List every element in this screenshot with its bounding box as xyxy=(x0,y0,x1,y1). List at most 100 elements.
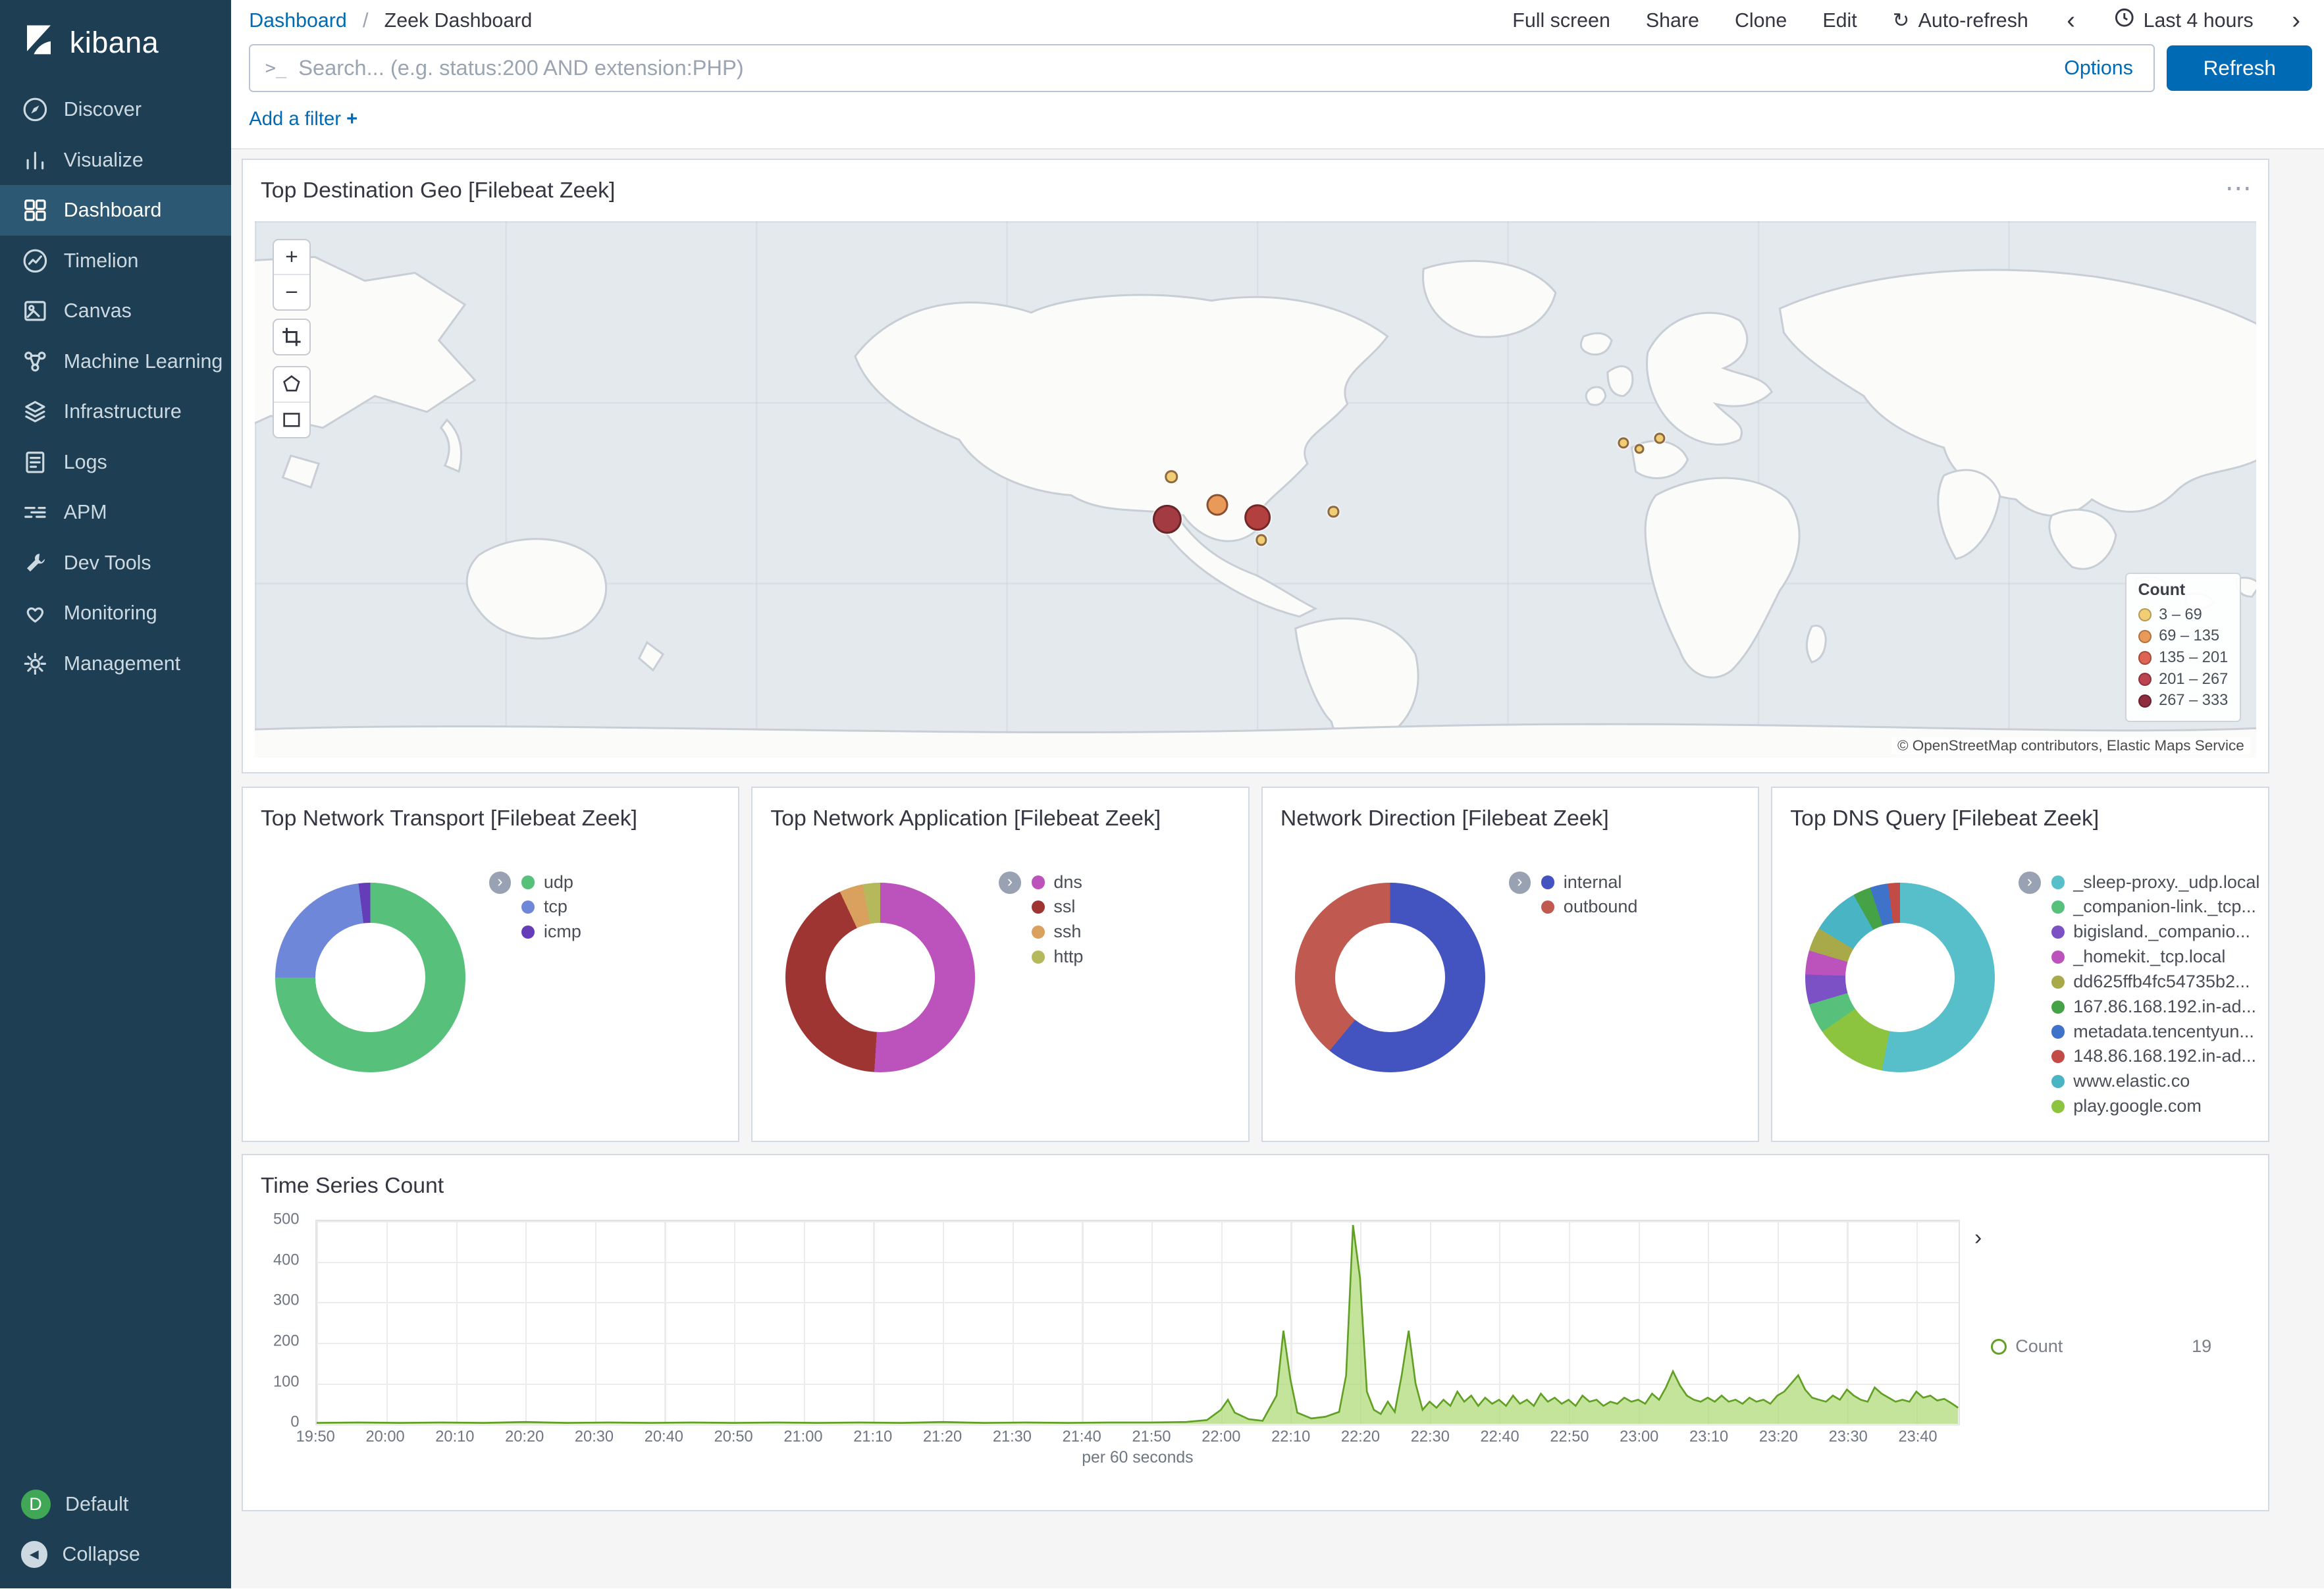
donut-hole xyxy=(315,922,425,1033)
legend-item[interactable]: icmp xyxy=(521,920,581,945)
y-tick-label: 300 xyxy=(273,1291,300,1309)
sidebar-item-apm[interactable]: APM xyxy=(0,488,231,538)
map-canvas[interactable]: + − Count 3 – 69 69 – 135 135 – 20 xyxy=(254,221,2256,758)
options-link[interactable]: Options xyxy=(2064,56,2133,79)
draw-rectangle-button[interactable] xyxy=(273,401,309,437)
map-marker[interactable] xyxy=(1255,534,1267,546)
map-marker[interactable] xyxy=(1618,437,1629,449)
map-marker[interactable] xyxy=(1152,504,1182,534)
legend-swatch xyxy=(1031,900,1045,914)
sidebar-item-label: Dashboard xyxy=(63,199,162,222)
x-tick-label: 23:10 xyxy=(1689,1428,1729,1446)
kibana-logo[interactable]: kibana xyxy=(0,0,231,84)
legend-item[interactable]: ssh xyxy=(1031,920,1084,945)
legend-item[interactable]: _homekit._tcp.local xyxy=(2051,945,2260,970)
legend-toggle-icon[interactable]: › xyxy=(999,871,1021,894)
breadcrumb: Dashboard / Zeek Dashboard xyxy=(249,9,532,32)
timeseries-plot[interactable] xyxy=(315,1219,1960,1426)
panel-options-icon[interactable]: ⋯ xyxy=(2225,172,2254,203)
x-tick-label: 22:30 xyxy=(1410,1428,1450,1446)
clock-icon xyxy=(2114,7,2135,34)
sidebar-item-monitoring[interactable]: Monitoring xyxy=(0,588,231,639)
sidebar-item-timelion[interactable]: Timelion xyxy=(0,236,231,286)
legend-item-count[interactable]: Count 19 xyxy=(1990,1226,2253,1467)
sidebar-item-discover[interactable]: Discover xyxy=(0,84,231,135)
collapse-icon: ◀ xyxy=(20,1541,48,1568)
legend-item[interactable]: _companion-link._tcp... xyxy=(2051,895,2260,920)
sidebar-item-machine-learning[interactable]: Machine Learning xyxy=(0,336,231,387)
x-tick-label: 23:40 xyxy=(1898,1428,1938,1446)
donut-chart[interactable] xyxy=(1805,882,1995,1072)
donut-chart[interactable] xyxy=(1295,882,1485,1072)
legend-item[interactable]: tcp xyxy=(521,895,581,920)
sidebar-item-management[interactable]: Management xyxy=(0,638,231,689)
edit-button[interactable]: Edit xyxy=(1822,9,1857,32)
auto-refresh-button[interactable]: ↻ Auto-refresh xyxy=(1892,9,2028,32)
clone-button[interactable]: Clone xyxy=(1734,9,1787,32)
time-back-button[interactable]: ‹ xyxy=(2067,5,2076,34)
sidebar-item-dev-tools[interactable]: Dev Tools xyxy=(0,538,231,588)
space-selector-default[interactable]: D Default xyxy=(0,1479,231,1530)
draw-controls xyxy=(272,366,311,438)
add-filter-link[interactable]: Add a filter + xyxy=(249,109,358,130)
x-tick-label: 19:50 xyxy=(296,1428,335,1446)
legend-swatch xyxy=(2138,694,2152,708)
y-tick-label: 0 xyxy=(290,1413,300,1431)
legend-item[interactable]: udp xyxy=(521,870,581,895)
donut-chart[interactable] xyxy=(785,882,976,1072)
legend-toggle-icon[interactable]: › xyxy=(489,871,512,894)
legend-collapse-icon[interactable]: › xyxy=(1974,1224,1982,1250)
fit-bounds-control xyxy=(272,319,311,355)
legend-item[interactable]: ssl xyxy=(1031,895,1084,920)
donut-chart[interactable] xyxy=(275,882,465,1072)
legend-item[interactable]: 148.86.168.192.in-ad... xyxy=(2051,1044,2260,1069)
x-tick-label: 20:10 xyxy=(435,1428,475,1446)
legend-item[interactable]: 167.86.168.192.in-ad... xyxy=(2051,995,2260,1020)
fit-data-bounds-button[interactable] xyxy=(274,320,309,354)
sidebar-collapse-button[interactable]: ◀ Collapse xyxy=(0,1529,231,1580)
panel-top-destination-geo: Top Destination Geo [Filebeat Zeek] ⋯ xyxy=(241,158,2269,773)
panel-title: Top Network Transport [Filebeat Zeek] xyxy=(260,806,638,831)
zoom-in-button[interactable]: + xyxy=(285,244,298,269)
map-marker[interactable] xyxy=(1165,470,1178,484)
legend-item[interactable]: metadata.tencentyun... xyxy=(2051,1020,2260,1045)
sidebar-item-canvas[interactable]: Canvas xyxy=(0,286,231,336)
top-header: Dashboard / Zeek Dashboard Full screen S… xyxy=(231,0,2324,150)
legend-item[interactable]: outbound xyxy=(1541,895,1637,920)
legend-swatch xyxy=(2138,629,2152,643)
zoom-out-button[interactable]: − xyxy=(273,274,309,309)
breadcrumb-dashboard-link[interactable]: Dashboard xyxy=(249,9,347,32)
map-marker[interactable] xyxy=(1206,494,1228,516)
legend-swatch xyxy=(2051,1025,2065,1039)
area-chart xyxy=(317,1224,1959,1424)
monitoring-icon xyxy=(21,599,49,627)
legend-swatch xyxy=(2051,925,2065,939)
refresh-button[interactable]: Refresh xyxy=(2167,45,2313,91)
map-marker[interactable] xyxy=(1634,444,1645,454)
sidebar-item-logs[interactable]: Logs xyxy=(0,437,231,488)
sidebar-item-dashboard[interactable]: Dashboard xyxy=(0,185,232,236)
legend-item[interactable]: internal xyxy=(1541,870,1637,895)
legend-item[interactable]: http xyxy=(1031,945,1083,970)
legend-toggle-icon[interactable]: › xyxy=(1508,871,1531,894)
map-marker[interactable] xyxy=(1654,432,1666,444)
legend-swatch xyxy=(521,875,535,889)
search-input[interactable] xyxy=(295,54,2044,82)
filter-bar: Add a filter + xyxy=(231,105,2324,150)
map-marker[interactable] xyxy=(1244,504,1271,531)
map-marker[interactable] xyxy=(1327,506,1339,517)
legend-item[interactable]: _sleep-proxy._udp.local xyxy=(2051,870,2259,895)
sidebar-item-visualize[interactable]: Visualize xyxy=(0,135,231,186)
legend-item[interactable]: www.elastic.co xyxy=(2051,1069,2260,1094)
time-range-picker[interactable]: Last 4 hours xyxy=(2114,7,2254,34)
legend-item[interactable]: dd625ffb4fc54735b2... xyxy=(2051,970,2260,995)
legend-toggle-icon[interactable]: › xyxy=(2018,871,2041,894)
draw-polygon-button[interactable] xyxy=(274,367,309,402)
full-screen-button[interactable]: Full screen xyxy=(1512,9,1610,32)
legend-item[interactable]: bigisland._companio... xyxy=(2051,920,2260,945)
legend-item[interactable]: dns xyxy=(1031,870,1084,895)
legend-item[interactable]: play.google.com xyxy=(2051,1094,2260,1119)
sidebar-item-infrastructure[interactable]: Infrastructure xyxy=(0,386,231,437)
share-button[interactable]: Share xyxy=(1645,9,1699,32)
time-forward-button[interactable]: › xyxy=(2292,5,2301,34)
